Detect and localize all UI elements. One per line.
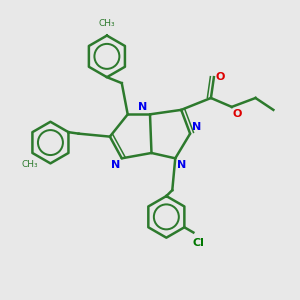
Text: N: N xyxy=(177,160,186,170)
Text: N: N xyxy=(111,160,120,170)
Text: O: O xyxy=(232,109,242,119)
Text: O: O xyxy=(215,72,225,82)
Text: CH₃: CH₃ xyxy=(99,19,115,28)
Text: N: N xyxy=(192,122,201,132)
Text: Cl: Cl xyxy=(193,238,205,248)
Text: CH₃: CH₃ xyxy=(21,160,38,169)
Text: N: N xyxy=(138,102,148,112)
